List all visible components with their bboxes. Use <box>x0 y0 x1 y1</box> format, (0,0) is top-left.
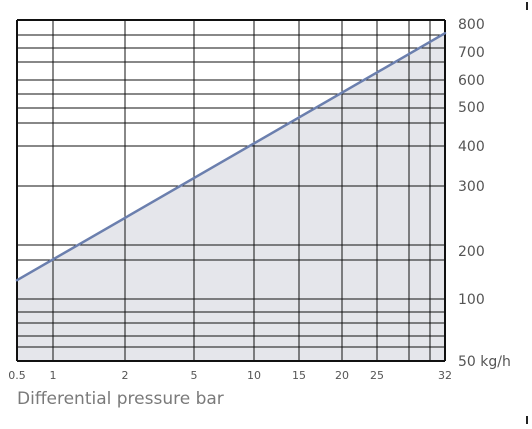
grid-layer <box>16 19 446 362</box>
y-tick-label: 300 <box>458 179 485 195</box>
y-tick-labels: 800 700 600 500 400 300 200 100 50 kg/h <box>458 17 511 370</box>
y-tick-label: 400 <box>458 139 485 155</box>
area-fill <box>17 33 445 361</box>
y-tick-label: 200 <box>458 244 485 260</box>
y-tick-label: 700 <box>458 45 485 61</box>
x-tick-label: 32 <box>438 369 452 382</box>
x-tick-label: 5 <box>191 369 198 382</box>
fill-layer <box>17 33 445 361</box>
x-tick-label: 15 <box>292 369 306 382</box>
x-tick-label: 20 <box>335 369 349 382</box>
x-tick-labels: 0.5 1 2 5 10 15 20 25 32 <box>8 369 452 382</box>
edge-mark-top <box>526 2 528 10</box>
series-line <box>15 31 447 282</box>
y-tick-label: 800 <box>458 17 485 33</box>
x-tick-label: 0.5 <box>8 369 26 382</box>
y-tick-label: 50 kg/h <box>458 354 511 370</box>
y-tick-label: 100 <box>458 292 485 308</box>
x-tick-label: 1 <box>50 369 57 382</box>
y-tick-label: 500 <box>458 100 485 116</box>
x-tick-label: 25 <box>370 369 384 382</box>
edge-mark-bottom <box>526 416 528 424</box>
x-tick-label: 2 <box>122 369 129 382</box>
x-tick-label: 10 <box>247 369 261 382</box>
y-tick-label: 600 <box>458 73 485 89</box>
series-layer <box>15 31 447 282</box>
x-axis-label: Differential pressure bar <box>17 389 224 409</box>
